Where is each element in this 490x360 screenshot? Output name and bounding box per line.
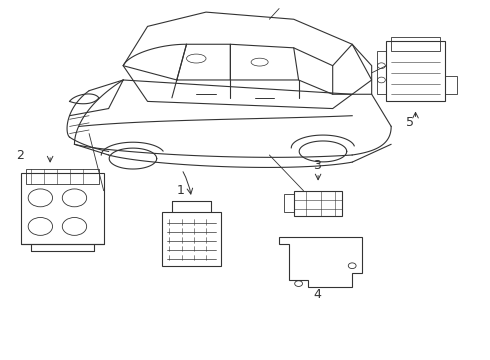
Text: 2: 2 bbox=[16, 149, 24, 162]
Text: 3: 3 bbox=[313, 159, 321, 172]
Text: 1: 1 bbox=[177, 184, 185, 197]
Text: 5: 5 bbox=[406, 116, 414, 129]
Text: 4: 4 bbox=[313, 288, 321, 301]
